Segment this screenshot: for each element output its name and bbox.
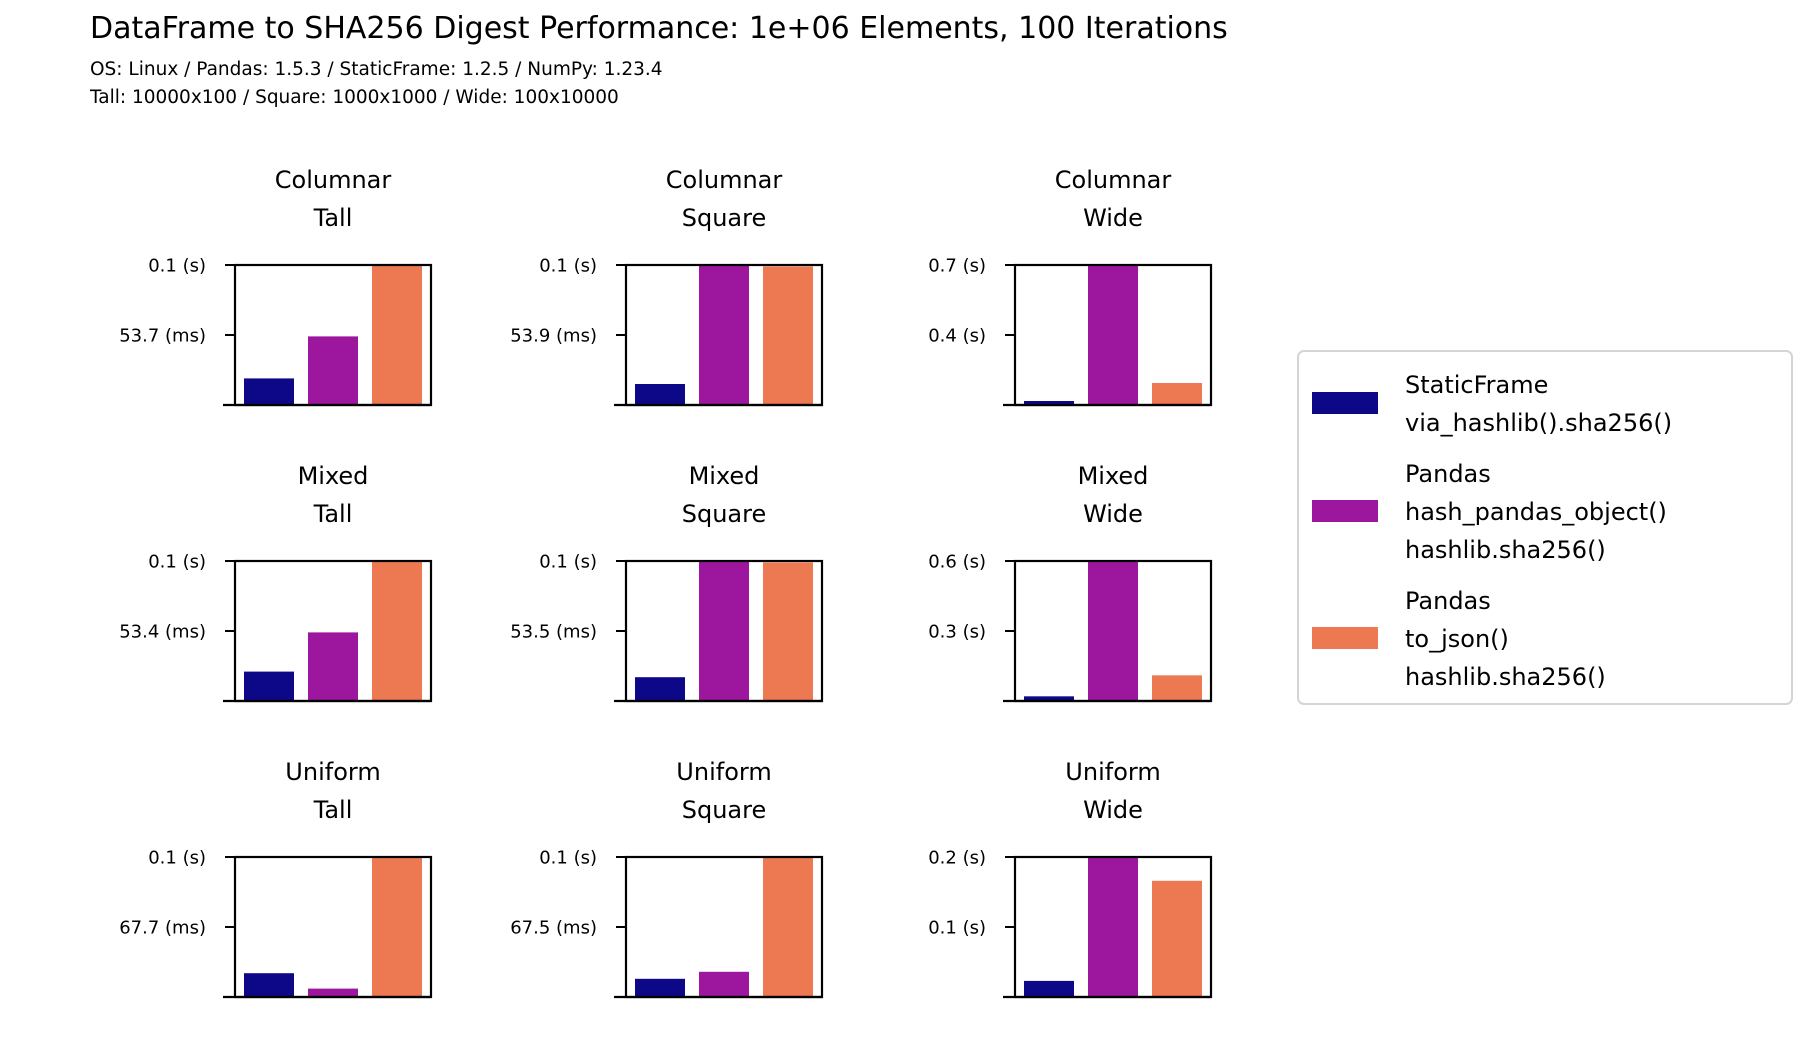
legend-label-line: hashlib.sha256() [1405,536,1606,564]
panel-4: Mixed Tall 0.1 (s) 53.4 (ms) [119,462,433,703]
y-tick-label: 0.1 (s) [539,552,597,573]
bar-series-2 [699,561,749,701]
legend-label-line: Pandas [1405,587,1491,615]
panel-7: Uniform Tall 0.1 (s) 67.7 (ms) [119,758,433,999]
bar-series-1 [635,978,685,997]
panel-title-line: Uniform [285,758,380,786]
y-tick-label: 0.3 (s) [928,622,986,643]
bar-series-3 [763,857,813,997]
panel-title-line: Mixed [298,462,369,490]
y-tick-label: 0.1 (s) [148,552,206,573]
legend-label-line: hashlib.sha256() [1405,663,1606,691]
panel-title-line: Square [682,204,767,232]
panel-title-line: Tall [313,204,353,232]
panel-title-line: Columnar [1055,166,1172,194]
bar-series-2 [308,632,358,701]
bar-series-2 [699,971,749,997]
y-tick-label: 0.1 (s) [148,256,206,277]
bar-series-3 [372,857,422,997]
bar-series-3 [372,561,422,701]
bar-series-3 [372,265,422,405]
legend-label-line: StaticFrame [1405,371,1548,399]
bar-series-2 [308,336,358,405]
panel-2: Columnar Square 0.1 (s) 53.9 (ms) [510,166,824,407]
panel-title-line: Wide [1083,500,1143,528]
panel-title-line: Mixed [689,462,760,490]
figure-title: DataFrame to SHA256 Digest Performance: … [90,11,1228,46]
panel-title-line: Tall [313,500,353,528]
legend-swatch-3 [1312,627,1378,649]
legend-swatch-1 [1312,392,1378,414]
panel-5: Mixed Square 0.1 (s) 53.5 (ms) [510,462,824,703]
subtitle-line-1: OS: Linux / Pandas: 1.5.3 / StaticFrame:… [90,59,663,80]
legend: StaticFrame via_hashlib().sha256() Pandas h… [1297,350,1793,705]
panel-9: Uniform Wide 0.2 (s) 0.1 (s) [928,758,1213,999]
bar-series-3 [1152,675,1202,701]
panel-1: Columnar Tall 0.1 (s) 53.7 (ms) [119,166,433,407]
panel-8: Uniform Square 0.1 (s) 67.5 (ms) [510,758,824,999]
subtitle-line-2: Tall: 10000x100 / Square: 1000x1000 / Wi… [89,87,619,108]
legend-label-line: Pandas [1405,460,1491,488]
y-tick-label: 0.1 (s) [148,848,206,869]
y-tick-label: 67.5 (ms) [510,918,597,939]
bar-series-3 [763,562,813,701]
bar-series-1 [244,378,294,405]
panel-grid: Columnar Tall 0.1 (s) 53.7 (ms) Columnar Squa… [119,166,1213,999]
bar-series-1 [1024,696,1074,701]
legend-label-line: via_hashlib().sha256() [1405,409,1672,437]
bar-series-2 [1088,561,1138,701]
y-tick-label: 0.6 (s) [928,552,986,573]
panel-6: Mixed Wide 0.6 (s) 0.3 (s) [928,462,1213,703]
bar-series-2 [1088,857,1138,997]
bar-series-3 [763,266,813,405]
bar-series-2 [1088,265,1138,405]
bar-series-1 [635,384,685,405]
y-tick-label: 53.5 (ms) [510,622,597,643]
legend-box [1297,350,1793,705]
legend-swatch-2 [1312,500,1378,522]
legend-label-line: hash_pandas_object() [1405,498,1667,526]
y-tick-label: 53.4 (ms) [119,622,206,643]
bar-series-1 [1024,980,1074,997]
panel-title-line: Uniform [1065,758,1160,786]
bar-series-1 [244,973,294,997]
y-tick-label: 0.4 (s) [928,326,986,347]
y-tick-label: 0.7 (s) [928,256,986,277]
bar-series-2 [699,265,749,405]
y-tick-label: 0.1 (s) [539,256,597,277]
bar-series-1 [244,671,294,701]
panel-title-line: Mixed [1078,462,1149,490]
y-tick-label: 53.7 (ms) [119,326,206,347]
panel-title-line: Columnar [275,166,392,194]
panel-title-line: Columnar [666,166,783,194]
panel-title-line: Square [682,500,767,528]
panel-title-line: Square [682,796,767,824]
panel-title-line: Wide [1083,204,1143,232]
y-tick-label: 53.9 (ms) [510,326,597,347]
panel-3: Columnar Wide 0.7 (s) 0.4 (s) [928,166,1213,407]
bar-series-1 [635,677,685,701]
y-tick-label: 0.2 (s) [928,848,986,869]
bar-series-2 [308,988,358,997]
panel-title-line: Uniform [676,758,771,786]
bar-series-3 [1152,383,1202,405]
panel-title-line: Wide [1083,796,1143,824]
y-tick-label: 0.1 (s) [928,918,986,939]
bar-series-3 [1152,880,1202,997]
bar-series-1 [1024,401,1074,405]
panel-title-line: Tall [313,796,353,824]
legend-label-line: to_json() [1405,625,1509,653]
y-tick-label: 67.7 (ms) [119,918,206,939]
y-tick-label: 0.1 (s) [539,848,597,869]
